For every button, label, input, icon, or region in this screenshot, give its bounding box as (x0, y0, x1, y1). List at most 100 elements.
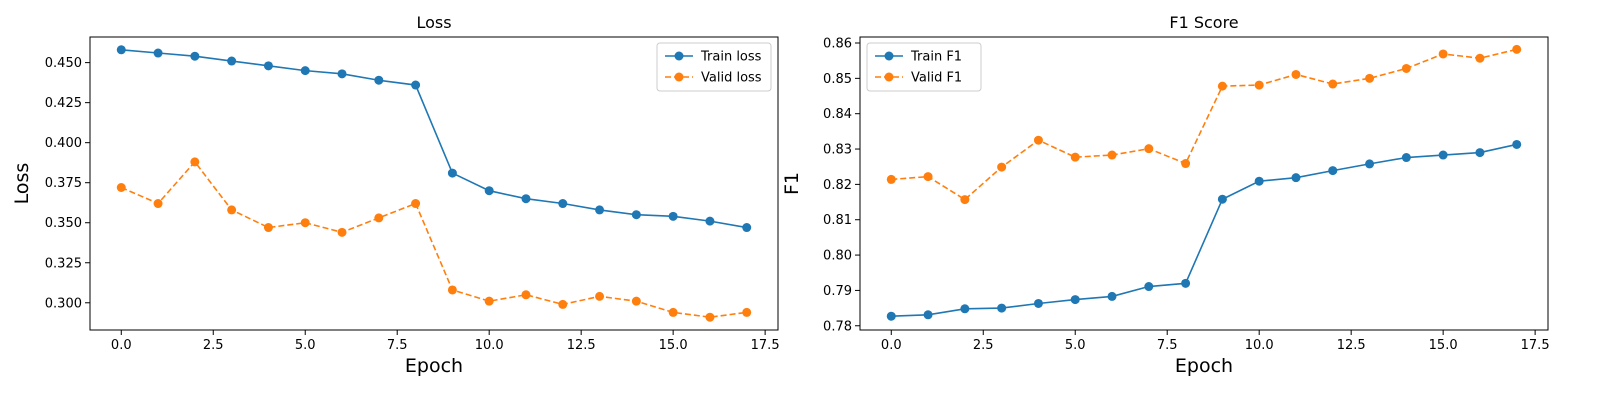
y-tick-label: 0.81 (823, 213, 852, 228)
data-point (1291, 173, 1301, 183)
data-point (411, 80, 421, 90)
data-point (374, 213, 384, 223)
data-point (960, 304, 970, 314)
x-tick-label: 12.5 (1337, 338, 1366, 353)
data-point (1291, 69, 1301, 79)
x-tick-label: 12.5 (567, 338, 596, 353)
x-tick-label: 0.0 (881, 338, 902, 353)
legend-marker (674, 72, 684, 82)
data-point (227, 56, 237, 66)
data-point (447, 168, 457, 178)
x-tick-label: 2.5 (203, 338, 224, 353)
y-axis-label: Loss (11, 163, 33, 205)
data-point (227, 205, 237, 215)
data-point (116, 183, 126, 193)
x-tick-label: 10.0 (475, 338, 504, 353)
data-point (411, 199, 421, 209)
data-point (337, 227, 347, 237)
x-tick-label: 17.5 (1521, 338, 1550, 353)
data-point (1365, 73, 1375, 83)
plot-frame (859, 36, 1549, 331)
x-axis-label: Epoch (1175, 355, 1233, 377)
data-point (1254, 80, 1264, 90)
data-point (1328, 166, 1338, 176)
x-tick-label: 10.0 (1245, 338, 1274, 353)
data-point (1438, 150, 1448, 160)
y-tick-label: 0.400 (45, 136, 82, 151)
x-tick-label: 5.0 (295, 338, 316, 353)
y-tick-label: 0.425 (45, 96, 82, 111)
data-point (1144, 144, 1154, 154)
data-point (1438, 49, 1448, 59)
plot-frame (89, 36, 779, 331)
data-point (190, 51, 200, 61)
y-tick-label: 0.80 (823, 249, 852, 264)
data-point (1033, 135, 1043, 145)
legend-label: Valid F1 (911, 71, 962, 86)
series-line (891, 143, 1517, 318)
legend-label: Train loss (700, 50, 762, 65)
data-point (153, 48, 163, 58)
data-point (886, 174, 896, 184)
data-point (1365, 159, 1375, 169)
data-point (1033, 298, 1043, 308)
data-point (1217, 81, 1227, 91)
legend-box (656, 42, 772, 92)
data-point (631, 296, 641, 306)
data-point (1328, 79, 1338, 89)
data-point (1107, 150, 1117, 160)
legend: Train loss Valid loss (656, 42, 772, 92)
data-point (1512, 44, 1522, 54)
x-tick-label: 15.0 (659, 338, 688, 353)
data-point (300, 218, 310, 228)
data-point (668, 307, 678, 317)
data-point (263, 223, 273, 233)
data-point (595, 291, 605, 301)
data-point (337, 69, 347, 79)
x-axis-label: Epoch (405, 355, 463, 377)
data-point (997, 162, 1007, 172)
data-point (1401, 153, 1411, 163)
legend-marker (884, 51, 894, 61)
data-point (1070, 152, 1080, 162)
data-point (742, 307, 752, 317)
y-tick-label: 0.83 (823, 143, 852, 158)
data-point (997, 303, 1007, 313)
data-point (484, 186, 494, 196)
legend-label: Train F1 (910, 50, 962, 65)
data-point (1217, 194, 1227, 204)
y-tick-label: 0.86 (823, 37, 852, 52)
data-point (631, 210, 641, 220)
data-point (1107, 291, 1117, 301)
x-tick-label: 0.0 (111, 338, 132, 353)
chart-title: Loss (416, 13, 451, 32)
x-tick-label: 7.5 (1157, 338, 1178, 353)
y-tick-label: 0.300 (45, 296, 82, 311)
y-tick-label: 0.78 (823, 319, 852, 334)
data-point (742, 223, 752, 233)
y-tick-label: 0.350 (45, 216, 82, 231)
y-tick-label: 0.375 (45, 176, 82, 191)
y-tick-label: 0.84 (823, 107, 852, 122)
series-line (891, 48, 1517, 201)
y-tick-label: 0.85 (823, 72, 852, 87)
data-point (1512, 139, 1522, 149)
data-point (960, 195, 970, 205)
legend-box (866, 42, 982, 92)
legend: Train F1 Valid F1 (866, 42, 982, 92)
data-point (521, 290, 531, 300)
data-point (705, 312, 715, 322)
data-point (116, 45, 126, 55)
x-tick-label: 5.0 (1065, 338, 1086, 353)
y-tick-label: 0.325 (45, 256, 82, 271)
legend-label: Valid loss (701, 71, 762, 86)
data-point (521, 194, 531, 204)
data-point (923, 310, 933, 320)
data-point (1144, 282, 1154, 292)
y-tick-label: 0.450 (45, 56, 82, 71)
data-point (886, 311, 896, 321)
data-point (374, 75, 384, 85)
y-tick-label: 0.82 (823, 178, 852, 193)
data-point (190, 157, 200, 167)
